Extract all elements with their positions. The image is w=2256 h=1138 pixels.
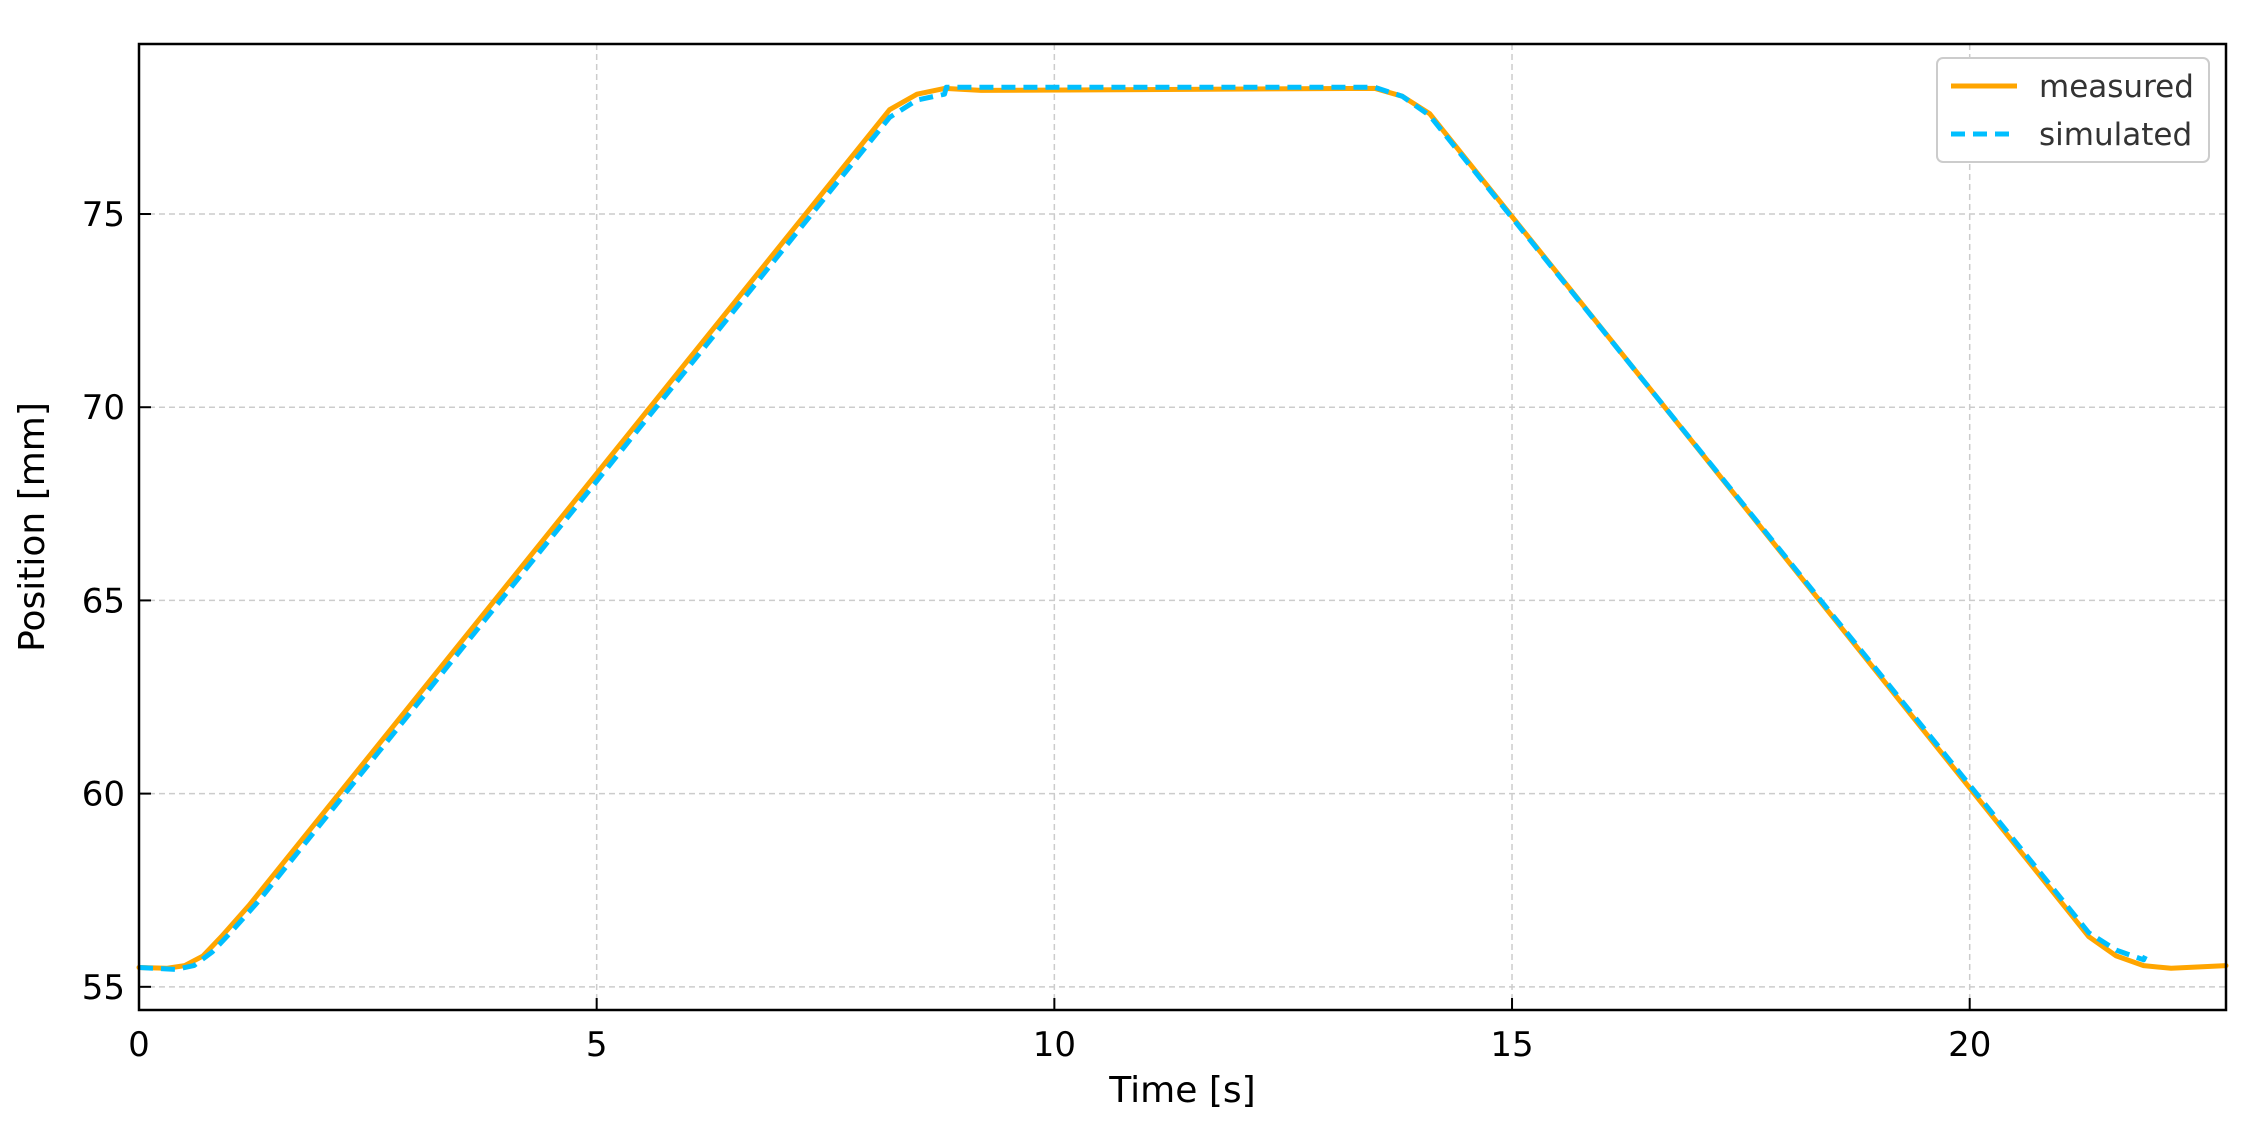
axis-ticks: 0 5 10 15 20 55 60 65 70 75: [82, 195, 1992, 1065]
y-tick-label: 70: [82, 388, 125, 428]
grid: [138, 44, 2226, 1010]
x-tick-label: 15: [1490, 1025, 1533, 1065]
x-tick-label: 20: [1948, 1025, 1991, 1065]
y-tick-label: 65: [82, 581, 125, 621]
x-tick-label: 0: [128, 1025, 150, 1065]
y-axis-title: Position [mm]: [12, 402, 53, 652]
legend: measured simulated: [1936, 57, 2210, 163]
x-axis-title: Time [s]: [1108, 1070, 1255, 1111]
y-tick-label: 55: [82, 968, 125, 1008]
plot-frame: [137, 42, 2228, 1012]
y-tick-label: 75: [82, 195, 125, 235]
x-tick-label: 5: [586, 1025, 608, 1065]
legend-label-simulated: simulated: [2039, 117, 2192, 153]
series-lines: [136, 84, 2229, 972]
legend-label-measured: measured: [2039, 69, 2194, 105]
series-line-simulated: [138, 84, 2148, 972]
x-tick-label: 10: [1033, 1025, 1076, 1065]
y-tick-label: 60: [82, 775, 125, 815]
